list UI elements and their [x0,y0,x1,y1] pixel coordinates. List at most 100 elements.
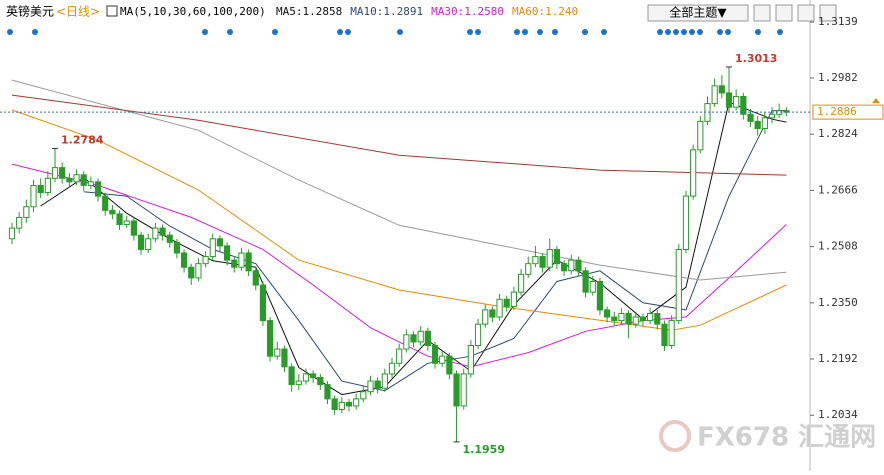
candle-body [424,330,431,346]
candle-body [410,334,417,343]
event-marker[interactable] [32,29,38,35]
candle-body [202,256,209,265]
candle-body [525,263,532,275]
candle-body [274,348,281,357]
candle-body [639,316,647,322]
candle-body [30,184,37,208]
event-marker[interactable] [227,29,233,35]
candle-body [367,380,374,393]
candle-body [245,252,252,272]
event-marker[interactable] [345,29,351,35]
candle-body [611,316,618,322]
candle-body [152,227,159,240]
event-marker[interactable] [514,29,520,35]
candle-body [568,259,575,272]
event-marker[interactable] [467,29,473,35]
candle-body [331,398,338,411]
watermark: FX678 汇通网 [659,420,876,453]
theme-button[interactable] [647,4,749,22]
candle-body [589,280,596,293]
candle-body [733,95,740,108]
y-tick-label: 1.2982 [818,71,858,84]
toolbar: 英镑美元 <日线> MA(5,10,30,60,100,200) MA5:1.2… [6,4,837,22]
annotation: 1.1959 [463,443,505,456]
watermark-text: FX678 汇通网 [697,423,876,453]
period[interactable]: <日线> [56,5,100,19]
candle-body [302,373,310,382]
candle-body [338,401,345,411]
candle-body [116,213,123,226]
candle-body [37,184,44,194]
theme-button-label[interactable]: 全部主题▼ [669,5,727,20]
candle-body [654,312,661,325]
event-marker[interactable] [552,29,558,35]
candle-body [87,181,94,186]
event-marker[interactable] [272,29,278,35]
candle-body [482,309,489,325]
candle-body [496,298,503,318]
candle-body [690,149,697,197]
tool-button[interactable] [775,4,793,22]
event-marker[interactable] [397,29,403,35]
annotation: 1.3013 [735,52,777,65]
candle-body [374,380,381,389]
event-marker[interactable] [725,29,731,35]
candle-body [102,195,109,211]
candle-body [188,266,195,279]
event-marker[interactable] [717,29,723,35]
event-marker[interactable] [582,29,588,35]
price-arrow [872,98,880,104]
candle-body [747,113,754,122]
candle-body [59,167,66,179]
event-marker[interactable] [755,29,761,35]
candle-body [159,227,166,236]
event-marker[interactable] [601,29,607,35]
candle-body [224,245,231,261]
event-marker[interactable] [475,29,481,35]
candle-body [288,366,295,386]
candle-body [353,398,360,407]
candle-body [661,323,668,346]
event-marker[interactable] [673,29,679,35]
candle-body [439,355,446,364]
candle-body [453,373,460,407]
candle-body [209,238,216,258]
annotation: 1.2784 [61,133,104,146]
candle-body [740,95,747,115]
symbol: 英镑美元 [6,4,54,19]
event-marker[interactable] [337,29,343,35]
candle-body [145,238,152,250]
candle-body [94,181,102,197]
tool-button[interactable] [797,4,815,22]
event-marker[interactable] [522,29,528,35]
tool-button[interactable] [753,4,771,22]
legend-entry: MA60:1.240 [512,5,578,18]
candle-body [216,238,224,247]
candle-body [783,110,790,113]
event-marker[interactable] [537,29,543,35]
event-marker[interactable] [202,29,208,35]
candle-body [682,195,690,250]
y-tick-label: 1.2666 [818,183,858,196]
y-tick-label: 1.2824 [818,127,858,140]
candle-body [238,252,245,268]
candle-body [675,248,682,322]
candle-body [310,373,317,379]
event-marker[interactable] [7,29,13,35]
checkbox[interactable] [106,5,118,17]
tool-button[interactable] [819,4,837,22]
event-marker[interactable] [777,29,783,35]
candle-body [632,316,639,325]
event-marker[interactable] [689,29,695,35]
event-marker[interactable] [665,29,671,35]
y-tick-label: 1.2350 [818,296,858,309]
event-marker[interactable] [697,29,703,35]
legend-entry: MA30:1.2580 [431,5,504,18]
ma-line [11,79,787,281]
candle-body [166,234,173,243]
y-tick-label: 1.2508 [818,240,858,253]
candle-body [281,348,288,368]
event-marker[interactable] [681,29,687,35]
candle-body [16,216,23,229]
event-marker[interactable] [657,29,663,35]
